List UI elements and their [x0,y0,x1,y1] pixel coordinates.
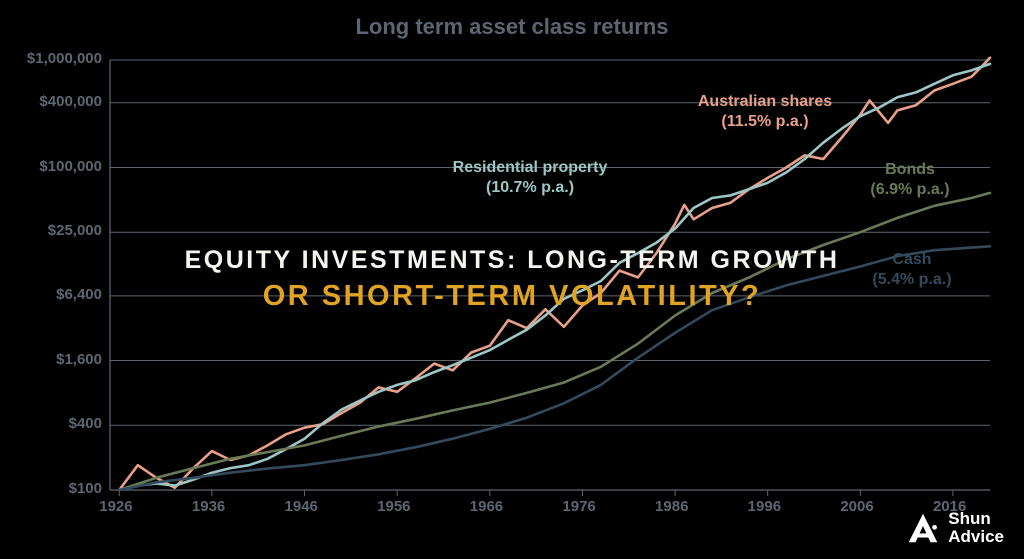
series-label: Australian shares(11.5% p.a.) [665,92,865,132]
y-tick-label: $1,000,000 [27,50,102,67]
y-tick-label: $100,000 [39,158,102,175]
logo-text-line2: Advice [948,528,1004,545]
x-tick-label: 1976 [562,498,595,515]
y-tick-label: $1,600 [56,351,102,368]
x-tick-label: 1936 [192,498,225,515]
x-tick-label: 1926 [99,498,132,515]
logo-text-line1: Shun [948,510,1004,527]
series-line [119,193,990,490]
y-tick-label: $400,000 [39,93,102,110]
overlay-headline-line2: OR SHORT-TERM VOLATILITY? [0,280,1024,313]
x-tick-label: 2006 [840,498,873,515]
logo-text: Shun Advice [948,510,1004,545]
x-tick-label: 1946 [285,498,318,515]
x-tick-label: 1966 [470,498,503,515]
y-tick-label: $100 [69,480,102,497]
x-tick-label: 1956 [377,498,410,515]
series-label: Residential property(10.7% p.a.) [430,158,630,198]
y-tick-label: $400 [69,415,102,432]
x-tick-label: 1996 [748,498,781,515]
logo-mark-icon [906,511,940,545]
x-tick-label: 1986 [655,498,688,515]
y-tick-label: $25,000 [48,222,102,239]
overlay-headline-line1: EQUITY INVESTMENTS: LONG-TERM GROWTH [0,246,1024,275]
brand-logo: Shun Advice [906,510,1004,545]
series-label: Bonds(6.9% p.a.) [810,160,1010,200]
